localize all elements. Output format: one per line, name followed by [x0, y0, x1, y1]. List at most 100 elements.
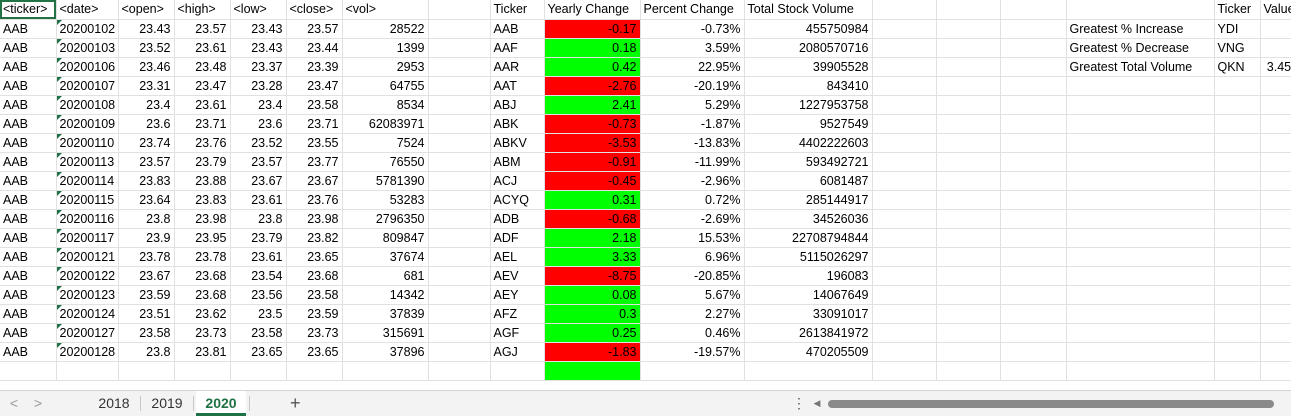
data-cell[interactable]: AAB [0, 190, 57, 210]
data-cell[interactable]: 23.37 [230, 57, 287, 77]
summary-cell[interactable]: ACJ [490, 171, 545, 191]
cell[interactable] [1260, 228, 1291, 248]
cell[interactable] [1066, 266, 1215, 286]
summary-cell[interactable]: -19.57% [640, 342, 745, 362]
summary-cell[interactable]: 455750984 [744, 19, 873, 39]
cell[interactable] [744, 361, 873, 381]
summary-cell[interactable]: ADF [490, 228, 545, 248]
cell[interactable] [0, 361, 57, 381]
data-cell[interactable]: 23.61 [230, 247, 287, 267]
cell[interactable] [428, 76, 491, 96]
cell[interactable] [1066, 95, 1215, 115]
data-cell[interactable]: 20200109 [56, 114, 119, 134]
data-cell[interactable]: 23.44 [286, 38, 343, 58]
cell[interactable] [936, 76, 1001, 96]
cell[interactable] [342, 361, 429, 381]
data-cell[interactable]: 23.98 [286, 209, 343, 229]
cell[interactable] [872, 76, 937, 96]
data-cell[interactable]: 23.68 [286, 266, 343, 286]
summary-cell[interactable]: ACYQ [490, 190, 545, 210]
summary-cell[interactable]: AEV [490, 266, 545, 286]
data-cell[interactable]: 23.77 [286, 152, 343, 172]
cell[interactable] [428, 38, 491, 58]
cell[interactable] [428, 171, 491, 191]
cell[interactable] [1066, 171, 1215, 191]
data-cell[interactable]: 20200108 [56, 95, 119, 115]
summary-cell[interactable]: 1227953758 [744, 95, 873, 115]
summary-cell[interactable]: -13.83% [640, 133, 745, 153]
cell[interactable] [1214, 361, 1261, 381]
data-cell[interactable]: 2796350 [342, 209, 429, 229]
cell[interactable] [936, 19, 1001, 39]
data-cell[interactable]: 53283 [342, 190, 429, 210]
cell[interactable] [1214, 95, 1261, 115]
data-cell[interactable]: 23.6 [118, 114, 175, 134]
data-cell[interactable]: 20200102 [56, 19, 119, 39]
cell[interactable] [936, 171, 1001, 191]
summary-cell[interactable]: 9527549 [744, 114, 873, 134]
cell[interactable] [936, 114, 1001, 134]
data-cell[interactable]: 23.73 [174, 323, 231, 343]
data-cell[interactable]: 23.83 [174, 190, 231, 210]
cell[interactable] [1260, 133, 1291, 153]
yearly-change-cell[interactable]: 0.18 [544, 38, 641, 58]
cell[interactable] [1000, 171, 1067, 191]
cell[interactable] [1066, 0, 1215, 20]
cell[interactable] [428, 19, 491, 39]
cell[interactable] [872, 95, 937, 115]
yearly-change-cell[interactable]: 0.42 [544, 57, 641, 77]
data-cell[interactable]: 23.55 [286, 133, 343, 153]
data-cell[interactable]: 23.59 [286, 304, 343, 324]
data-cell[interactable]: AAB [0, 247, 57, 267]
cell[interactable] [1066, 247, 1215, 267]
data-cell[interactable]: 28522 [342, 19, 429, 39]
cell[interactable] [544, 361, 641, 381]
data-cell[interactable]: 315691 [342, 323, 429, 343]
data-cell[interactable]: 14342 [342, 285, 429, 305]
column-header-cell[interactable]: <vol> [342, 0, 429, 20]
cell[interactable] [872, 0, 937, 20]
data-cell[interactable]: 23.6 [230, 114, 287, 134]
data-cell[interactable]: 23.65 [286, 342, 343, 362]
summary-cell[interactable]: -20.19% [640, 76, 745, 96]
data-cell[interactable]: 20200114 [56, 171, 119, 191]
cell[interactable] [1214, 285, 1261, 305]
data-cell[interactable]: 23.68 [174, 266, 231, 286]
summary-cell[interactable]: AGJ [490, 342, 545, 362]
cell[interactable] [1000, 342, 1067, 362]
cell[interactable] [1214, 247, 1261, 267]
cell[interactable] [872, 190, 937, 210]
summary-cell[interactable]: ADB [490, 209, 545, 229]
cell[interactable] [1000, 76, 1067, 96]
summary-cell[interactable]: 14067649 [744, 285, 873, 305]
cell[interactable] [1000, 190, 1067, 210]
data-cell[interactable]: AAB [0, 152, 57, 172]
cell[interactable] [1000, 38, 1067, 58]
data-cell[interactable]: 62083971 [342, 114, 429, 134]
summary-cell[interactable]: 0.72% [640, 190, 745, 210]
data-cell[interactable]: 23.61 [174, 38, 231, 58]
data-cell[interactable]: 23.61 [230, 190, 287, 210]
cell[interactable] [1260, 361, 1291, 381]
data-cell[interactable]: 23.51 [118, 304, 175, 324]
cell[interactable] [1066, 304, 1215, 324]
data-cell[interactable]: 23.74 [118, 133, 175, 153]
cell[interactable] [1000, 323, 1067, 343]
cell[interactable] [936, 266, 1001, 286]
cell[interactable] [936, 190, 1001, 210]
cell[interactable] [936, 285, 1001, 305]
data-cell[interactable]: 23.46 [118, 57, 175, 77]
column-header-cell[interactable]: <high> [174, 0, 231, 20]
add-sheet-button[interactable]: + [290, 393, 301, 413]
cell[interactable] [1000, 247, 1067, 267]
tab-2020[interactable]: 2020 [196, 391, 246, 416]
cell[interactable] [1260, 114, 1291, 134]
summary-cell[interactable]: 6.96% [640, 247, 745, 267]
data-cell[interactable]: 20200128 [56, 342, 119, 362]
data-cell[interactable]: 23.71 [174, 114, 231, 134]
cell[interactable] [936, 247, 1001, 267]
summary-cell[interactable]: 15.53% [640, 228, 745, 248]
horizontal-scrollbar[interactable]: ◀ [812, 397, 1284, 410]
cell[interactable] [872, 133, 937, 153]
yearly-change-cell[interactable]: 0.3 [544, 304, 641, 324]
